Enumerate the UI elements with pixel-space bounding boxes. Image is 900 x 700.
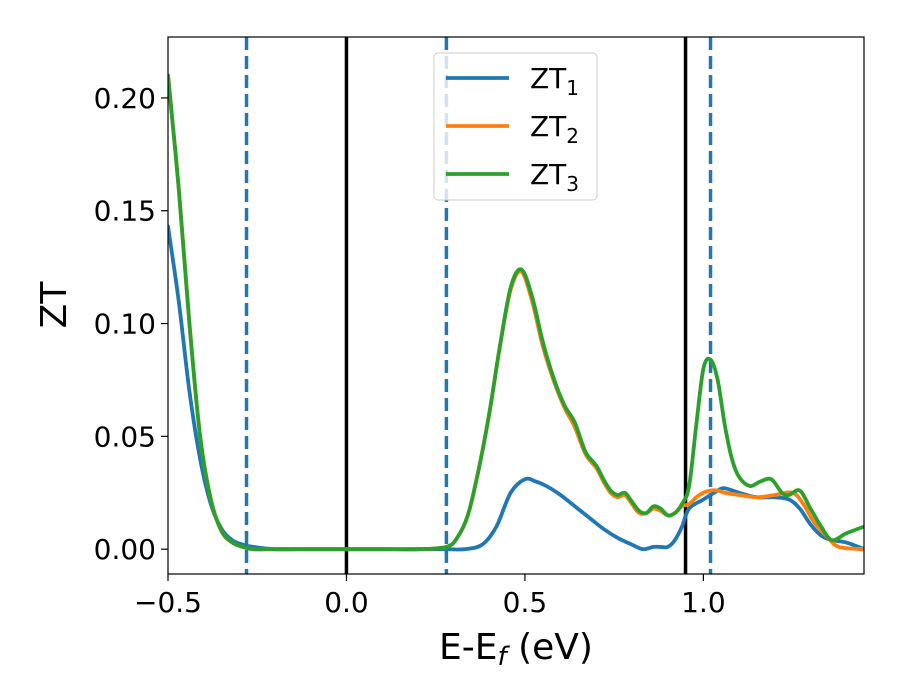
y-tick-label: 0.20 xyxy=(94,82,156,115)
y-tick-label: 0.10 xyxy=(94,308,156,341)
y-axis-label: ZT xyxy=(34,281,75,329)
x-tick-label: 1.0 xyxy=(681,586,726,619)
x-axis-label: E-Ef (eV) xyxy=(439,627,593,672)
x-tick-label: −0.5 xyxy=(134,586,202,619)
x-tick-label: 0.0 xyxy=(324,586,369,619)
x-tick-label: 0.5 xyxy=(503,586,548,619)
y-tick-label: 0.15 xyxy=(94,195,156,228)
y-tick-label: 0.00 xyxy=(94,533,156,566)
y-tick-label: 0.05 xyxy=(94,420,156,453)
